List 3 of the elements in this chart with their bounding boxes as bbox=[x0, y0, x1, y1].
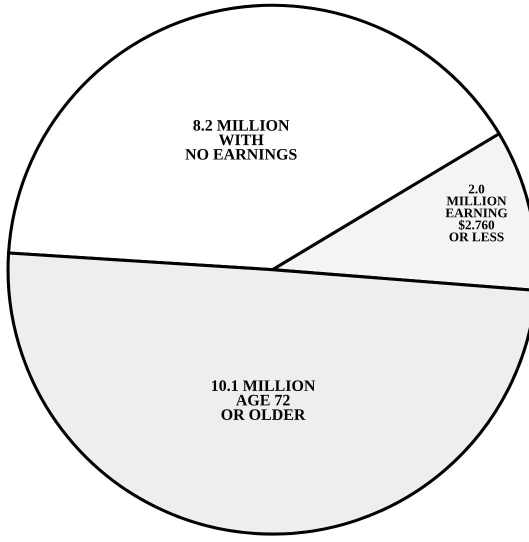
slice-label: 10.1 MILLION AGE 72 OR OLDER bbox=[212, 380, 316, 420]
slice-label: 8.2 MILLION WITH NO EARNINGS bbox=[185, 120, 297, 160]
slice-label: 2.0 MILLION EARNING $2.760 OR LESS bbox=[446, 184, 508, 242]
